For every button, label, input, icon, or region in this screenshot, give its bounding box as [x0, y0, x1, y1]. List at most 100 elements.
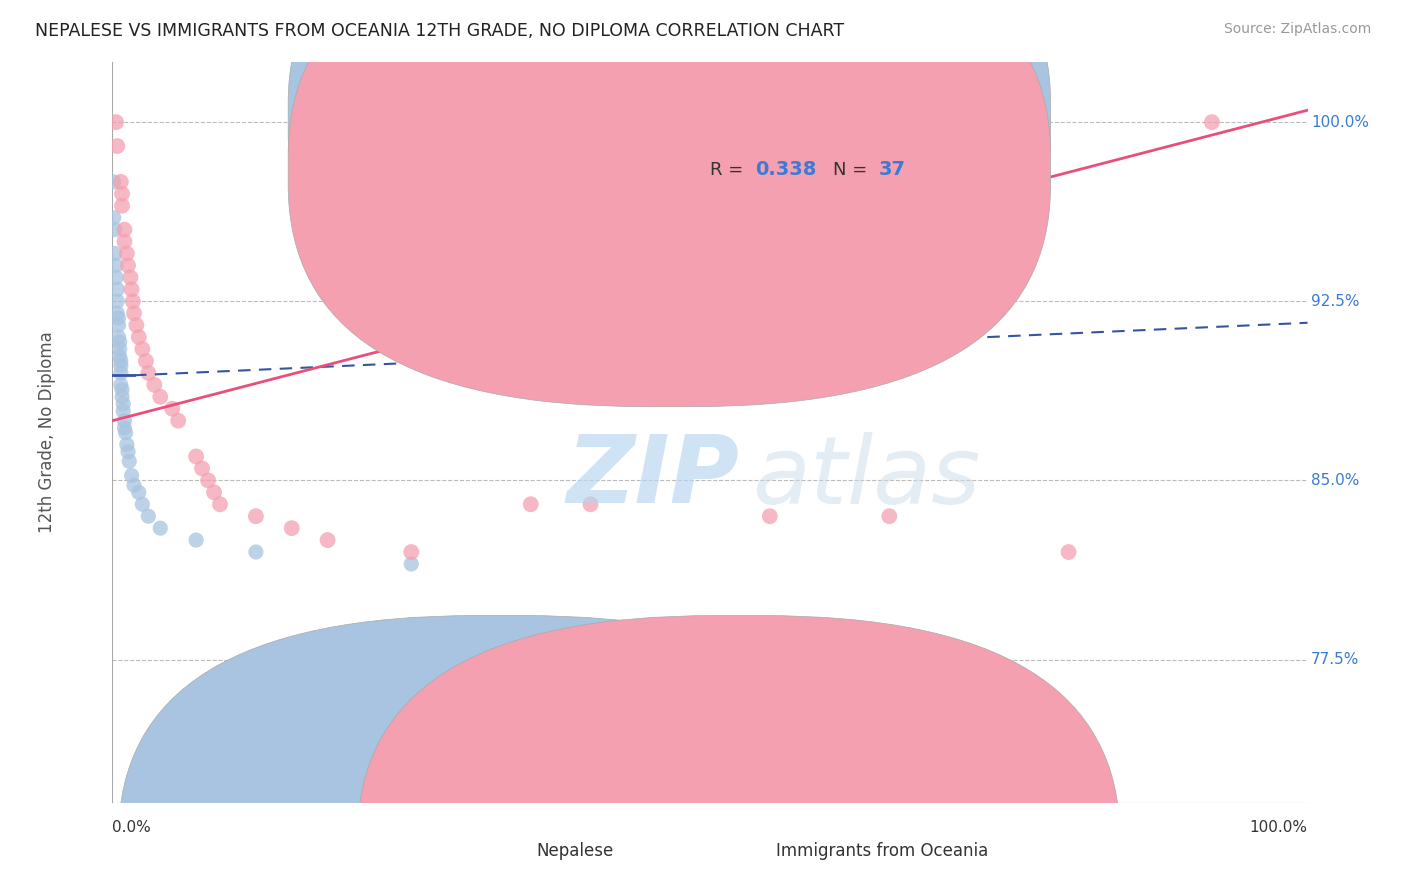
Text: Immigrants from Oceania: Immigrants from Oceania	[776, 842, 988, 860]
Text: ZIP: ZIP	[567, 431, 740, 523]
Text: atlas: atlas	[752, 432, 980, 523]
Point	[1057, 545, 1080, 559]
Point	[759, 509, 782, 524]
Point	[107, 330, 129, 344]
Point	[108, 349, 131, 363]
Point	[111, 199, 134, 213]
Point	[117, 444, 139, 458]
Point	[110, 175, 132, 189]
Point	[105, 294, 128, 309]
Point	[520, 497, 543, 511]
Point	[112, 397, 135, 411]
Point	[104, 246, 127, 260]
Point	[114, 425, 136, 440]
Point	[167, 414, 190, 428]
Text: 77.5%: 77.5%	[1312, 652, 1360, 667]
Point	[108, 334, 131, 349]
Point	[122, 306, 145, 320]
Point	[579, 497, 602, 511]
Point	[186, 533, 208, 547]
Text: R =: R =	[710, 161, 749, 178]
FancyBboxPatch shape	[288, 0, 1050, 355]
Point	[520, 760, 543, 774]
Point	[114, 414, 135, 428]
Text: NEPALESE VS IMMIGRANTS FROM OCEANIA 12TH GRADE, NO DIPLOMA CORRELATION CHART: NEPALESE VS IMMIGRANTS FROM OCEANIA 12TH…	[35, 22, 844, 40]
Point	[115, 437, 138, 451]
Point	[112, 404, 135, 418]
Point	[105, 115, 128, 129]
Point	[125, 318, 148, 333]
Point	[121, 468, 143, 483]
Point	[107, 310, 129, 325]
Point	[131, 342, 153, 356]
Point	[149, 390, 172, 404]
Point	[131, 497, 153, 511]
Point	[209, 497, 232, 511]
Text: 85.0%: 85.0%	[1312, 473, 1360, 488]
Point	[281, 521, 304, 535]
FancyBboxPatch shape	[118, 615, 882, 892]
Point	[186, 450, 208, 464]
Point	[135, 354, 157, 368]
Point	[121, 294, 143, 309]
Point	[115, 246, 138, 260]
Text: Nepalese: Nepalese	[537, 842, 614, 860]
Text: N =: N =	[834, 161, 873, 178]
Point	[118, 454, 141, 468]
FancyBboxPatch shape	[357, 615, 1121, 892]
Text: 37: 37	[879, 161, 905, 179]
Text: 39: 39	[879, 109, 905, 128]
Point	[110, 377, 132, 392]
Text: 0.338: 0.338	[755, 161, 817, 179]
Point	[120, 270, 142, 285]
Point	[138, 366, 160, 380]
Point	[105, 282, 128, 296]
Text: N =: N =	[834, 109, 873, 127]
Point	[105, 139, 128, 153]
Point	[110, 354, 132, 368]
Point	[114, 235, 135, 249]
Point	[202, 485, 225, 500]
Point	[191, 461, 214, 475]
Point	[111, 383, 134, 397]
Text: 92.5%: 92.5%	[1312, 293, 1360, 309]
Point	[105, 259, 128, 273]
Text: R =: R =	[710, 109, 749, 127]
Point	[1201, 115, 1223, 129]
Text: 0.005: 0.005	[755, 109, 817, 128]
Point	[128, 485, 150, 500]
Point	[103, 211, 125, 225]
Point	[110, 359, 132, 373]
Point	[105, 306, 128, 320]
Point	[111, 390, 134, 404]
Point	[197, 474, 219, 488]
Point	[245, 509, 267, 524]
Point	[121, 282, 143, 296]
Point	[879, 509, 901, 524]
Point	[117, 259, 139, 273]
Point	[105, 270, 128, 285]
Point	[401, 545, 423, 559]
Text: 100.0%: 100.0%	[1250, 820, 1308, 835]
Point	[103, 175, 125, 189]
Point	[114, 222, 135, 236]
Point	[316, 533, 339, 547]
Point	[162, 401, 183, 416]
Point	[122, 478, 145, 492]
Point	[104, 222, 127, 236]
Point	[114, 421, 135, 435]
Point	[108, 342, 131, 356]
Text: 12th Grade, No Diploma: 12th Grade, No Diploma	[38, 332, 56, 533]
FancyBboxPatch shape	[627, 81, 979, 218]
Point	[110, 366, 132, 380]
Point	[143, 377, 166, 392]
Point	[128, 330, 150, 344]
Point	[111, 186, 134, 201]
FancyBboxPatch shape	[288, 0, 1050, 407]
Text: 0.0%: 0.0%	[112, 820, 152, 835]
Point	[149, 521, 172, 535]
Point	[138, 509, 160, 524]
Text: Source: ZipAtlas.com: Source: ZipAtlas.com	[1223, 22, 1371, 37]
Point	[401, 557, 423, 571]
Point	[107, 318, 129, 333]
